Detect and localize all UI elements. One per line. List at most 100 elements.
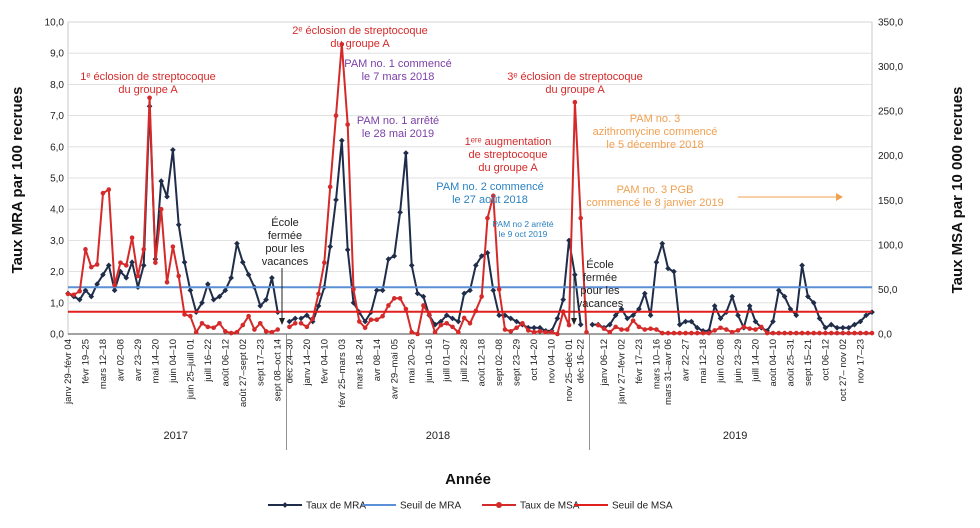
data-point	[240, 322, 246, 328]
data-point	[555, 331, 560, 337]
data-point	[257, 303, 264, 309]
data-point	[782, 330, 787, 336]
data-point	[438, 318, 444, 325]
data-point	[682, 318, 689, 325]
y-axis-right-title: Taux MSA par 10 000 recrues	[949, 87, 966, 294]
annotation-text: fermée	[268, 230, 302, 242]
data-point	[147, 95, 152, 101]
data-point	[630, 312, 636, 319]
y-left-tick-label: 7,0	[50, 111, 64, 122]
data-point	[106, 187, 112, 192]
data-point	[234, 329, 240, 335]
data-point	[625, 327, 630, 332]
x-tick-label: août 04–10	[768, 339, 779, 387]
y-right-tick-label: 250,0	[878, 107, 903, 118]
annotation-text: fermée	[583, 272, 617, 284]
legend-marker	[282, 502, 288, 508]
y-right-tick-label: 0,0	[878, 330, 892, 341]
data-point	[362, 318, 368, 325]
data-point	[549, 329, 554, 335]
arrow-head-icon	[836, 193, 843, 201]
data-point	[182, 312, 187, 317]
data-point	[513, 318, 520, 325]
data-point	[315, 303, 322, 309]
legend-label: Taux de MSA	[520, 501, 580, 512]
annotation-text: PAM no. 3	[630, 113, 681, 125]
data-point	[846, 330, 851, 336]
legend: Taux de MRA Seuil de MRA Taux de MSA Seuil …	[268, 501, 673, 512]
data-point	[461, 315, 467, 321]
data-point	[94, 262, 100, 267]
x-tick-label: déc 16–22	[576, 339, 587, 383]
data-point	[775, 287, 782, 294]
annotation-text: 1ᵉ éclosion de streptocoque	[80, 71, 216, 83]
annotation-text: PAM no. 3 PGB	[617, 184, 694, 196]
annotation-text: du groupe A	[118, 84, 178, 96]
annotation-text: le 9 oct 2019	[499, 229, 548, 239]
x-tick-label: juill 01–07	[442, 339, 453, 383]
data-point	[840, 330, 846, 336]
series-lines	[65, 41, 875, 337]
data-point	[339, 41, 345, 47]
data-point	[129, 259, 135, 266]
data-point	[327, 243, 334, 250]
data-point	[467, 287, 473, 294]
data-point	[461, 290, 468, 297]
x-tick-label: juill 22–28	[459, 339, 470, 383]
data-point	[735, 328, 741, 333]
year-label: 2017	[164, 430, 188, 442]
x-tick-label: sept 15–21	[803, 339, 814, 386]
annotation-text: 1ᵉʳᵉ augmentation	[465, 136, 552, 148]
annotation-text: du groupe A	[330, 38, 390, 50]
data-point	[718, 325, 723, 331]
data-point	[386, 303, 391, 308]
data-point	[379, 287, 386, 294]
data-point	[589, 321, 596, 328]
annotation-text: vacances	[262, 256, 309, 268]
x-tick-label: févr 25–mars 03	[337, 339, 348, 408]
x-axis-title: Année	[445, 471, 491, 488]
y-left-tick-label: 3,0	[50, 236, 64, 247]
x-tick-label: nov 25–déc 01	[564, 339, 575, 401]
data-point	[543, 329, 549, 335]
data-point	[840, 324, 846, 331]
axes: 0,0 1,0 2,0 3,0 4,0 5,0 6,0 7,0 8,0 9,0 10,0 0,0 50,…	[45, 18, 903, 450]
data-point	[286, 318, 293, 325]
x-tick-label: janv 27–févr 02	[616, 339, 627, 405]
data-point	[671, 330, 677, 336]
data-point	[228, 330, 234, 336]
data-point	[606, 321, 613, 328]
data-point	[275, 327, 281, 332]
annotation-text: PAM no 2 arrêté	[492, 219, 554, 229]
y-left-tick-label: 1,0	[50, 298, 64, 309]
data-point	[817, 330, 822, 336]
data-point	[338, 137, 345, 144]
data-point	[694, 324, 701, 331]
data-point	[799, 262, 805, 269]
data-point	[444, 321, 449, 326]
annotation-text: pour les	[580, 285, 620, 297]
annotation-text: pour les	[265, 243, 305, 255]
data-point	[456, 329, 461, 335]
data-point	[118, 260, 123, 265]
data-point	[83, 247, 88, 252]
data-point	[822, 324, 829, 331]
data-point	[170, 147, 176, 153]
data-point	[304, 312, 310, 319]
data-point	[175, 221, 182, 228]
x-tick-label: mars 10–16	[651, 339, 662, 389]
data-point	[729, 329, 735, 335]
data-point	[490, 287, 497, 294]
data-point	[164, 279, 170, 285]
data-point	[735, 312, 741, 319]
y-right-tick-label: 150,0	[878, 196, 903, 207]
data-point	[619, 327, 624, 332]
data-point	[316, 291, 321, 297]
data-point	[717, 315, 724, 322]
data-point	[222, 287, 229, 294]
data-point	[292, 315, 299, 322]
x-tick-label: avr 02–08	[115, 339, 126, 381]
data-point	[135, 273, 141, 279]
data-point	[799, 330, 805, 336]
